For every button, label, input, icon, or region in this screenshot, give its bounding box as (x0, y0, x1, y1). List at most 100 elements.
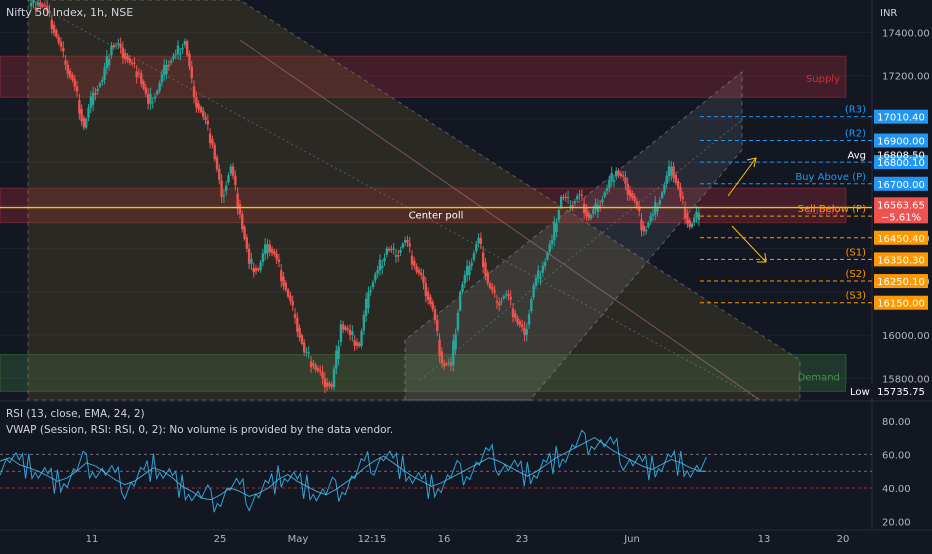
candle-body (367, 291, 370, 308)
candle-body (592, 209, 595, 214)
candle-body (247, 248, 251, 264)
candle-body (479, 237, 483, 244)
candle-body (658, 200, 662, 205)
candle-body (681, 196, 684, 200)
candle-body (181, 48, 184, 50)
symbol-title[interactable]: Nifty 50 Index, 1h, NSE (6, 6, 134, 19)
candle-body (57, 36, 60, 43)
candle-body (541, 265, 545, 273)
candle-body (649, 215, 652, 222)
avg-value: 16808.50 (877, 151, 925, 162)
candle-body (562, 196, 565, 198)
candle-body (481, 252, 485, 268)
candle-body (298, 327, 301, 338)
candle-body (527, 314, 531, 325)
price-tick: 15800.00 (882, 374, 930, 385)
candle-body (385, 248, 388, 255)
candle-body (257, 268, 260, 271)
price-tag (874, 133, 928, 148)
candle-body (68, 70, 72, 77)
candle-body (394, 255, 398, 257)
time-tick: 13 (758, 534, 771, 545)
price-tag-text: 16450.40 (877, 234, 925, 245)
time-tick: 25 (214, 534, 227, 545)
candle-body (621, 175, 625, 177)
rsi-tick: 60.00 (882, 450, 911, 461)
pivot-label: (R2) (845, 129, 866, 140)
rising-channel (404, 70, 743, 401)
candle-body (204, 116, 207, 120)
candle-body (282, 276, 285, 287)
vwap-legend[interactable]: VWAP (Session, RSI: RSI, 0, 2): No volum… (6, 424, 394, 436)
candle-body (250, 258, 253, 264)
candle-body (82, 117, 86, 128)
candle-body (80, 108, 83, 122)
candle-body (576, 196, 579, 200)
time-axis[interactable]: 11 25 May 12:15 16 23 Jun 13 20 (0, 529, 932, 545)
time-tick: 11 (86, 534, 99, 545)
candle-body (431, 302, 434, 310)
candle-body (628, 190, 632, 197)
center-poll-label: Center poll (409, 211, 464, 222)
price-tick: 17400.00 (882, 28, 930, 39)
candle-body (697, 213, 701, 220)
candle-body (66, 64, 70, 75)
candle-body (227, 175, 230, 183)
candle-body (101, 80, 104, 82)
candle-body (348, 329, 352, 336)
candle-body (410, 255, 414, 265)
candle-body (121, 47, 125, 58)
candle-body (174, 54, 177, 56)
time-tick: May (288, 534, 309, 545)
rsi-panel[interactable]: 80.00 60.00 40.00 20.00 (0, 417, 911, 529)
candle-body (238, 204, 242, 215)
price-tag-text: 16800.10 (877, 158, 925, 169)
pivot-label: (S2) (845, 269, 866, 280)
candle-body (91, 92, 95, 105)
last-price: 16563.65 (877, 200, 925, 211)
candle-body (319, 369, 322, 372)
candle-body (133, 62, 136, 64)
candle-body (571, 205, 574, 207)
candle-body (637, 206, 641, 212)
candle-body (29, 2, 33, 7)
candle-body (672, 166, 675, 178)
candle-body (488, 283, 492, 289)
candle-body (128, 58, 132, 63)
candle-body (516, 317, 519, 324)
candle-body (107, 59, 111, 66)
candle-body (408, 243, 411, 247)
candle-body (401, 243, 405, 248)
rsi-tick: 40.00 (882, 484, 911, 495)
candle-body (626, 183, 629, 195)
zone-demand (0, 354, 847, 392)
time-tick: 20 (837, 534, 850, 545)
candle-body (369, 290, 372, 292)
candle-body (491, 286, 494, 291)
candle-body (594, 203, 597, 210)
price-tag-text: 16150.00 (877, 299, 925, 310)
candle-body (211, 139, 214, 145)
candle-body (309, 361, 313, 368)
candle-body (546, 252, 549, 260)
price-tag (874, 230, 928, 245)
candle-body (390, 248, 393, 250)
candle-body (169, 60, 173, 63)
zone-label: Supply (806, 74, 840, 85)
candle-body (50, 19, 53, 29)
rsi-legend[interactable]: RSI (13, close, EMA, 24, 2) (6, 408, 145, 420)
candle-body (36, 2, 40, 6)
candle-body (500, 300, 503, 302)
price-axis[interactable]: INR 17400.00 17200.00 16000.00 15800.00 16450… (846, 8, 930, 398)
candle-body (73, 79, 76, 87)
candle-body (520, 324, 524, 327)
candle-body (337, 346, 340, 359)
candle-body (344, 327, 347, 330)
candle-body (603, 192, 606, 197)
candle-body (518, 321, 522, 326)
candle-body (62, 47, 65, 52)
candle-body (598, 205, 602, 207)
candle-body (153, 96, 157, 99)
candle-body (605, 188, 609, 192)
